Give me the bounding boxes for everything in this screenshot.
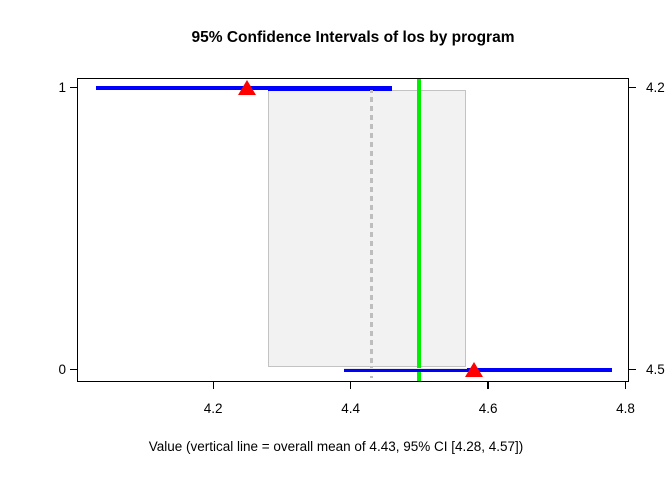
ci-thin-line-top <box>268 89 392 92</box>
mean-triangle-program-0 <box>465 362 484 378</box>
y-tick-label: 1 <box>58 79 66 95</box>
x-tick <box>349 382 352 389</box>
x-tick-label: 4.8 <box>616 401 635 416</box>
right-axis-label: 4.5 <box>646 361 665 377</box>
x-tick-label: 4.6 <box>478 401 498 416</box>
green-reference-line <box>417 79 422 381</box>
y-tick-label: 0 <box>58 361 66 377</box>
overall-ci-rect <box>268 89 467 367</box>
x-tick-label: 4.2 <box>203 401 223 416</box>
rect-border-overlap-stripe <box>343 367 468 370</box>
y-tick-right <box>629 369 636 371</box>
x-tick <box>624 382 627 389</box>
x-tick <box>212 382 214 389</box>
x-tick <box>487 382 489 389</box>
y-tick-right <box>629 87 636 89</box>
chart-title: 95% Confidence Intervals of los by progr… <box>191 29 515 46</box>
y-tick <box>70 87 77 89</box>
overall-mean-dashed-line <box>369 87 373 378</box>
mean-triangle-program-1 <box>238 80 257 96</box>
plot-box-border <box>77 78 629 382</box>
y-tick <box>70 369 77 371</box>
right-axis-label: 4.2 <box>646 79 665 95</box>
x-tick-label: 4.4 <box>341 401 360 416</box>
x-axis-caption: Value (vertical line = overall mean of 4… <box>148 439 524 454</box>
